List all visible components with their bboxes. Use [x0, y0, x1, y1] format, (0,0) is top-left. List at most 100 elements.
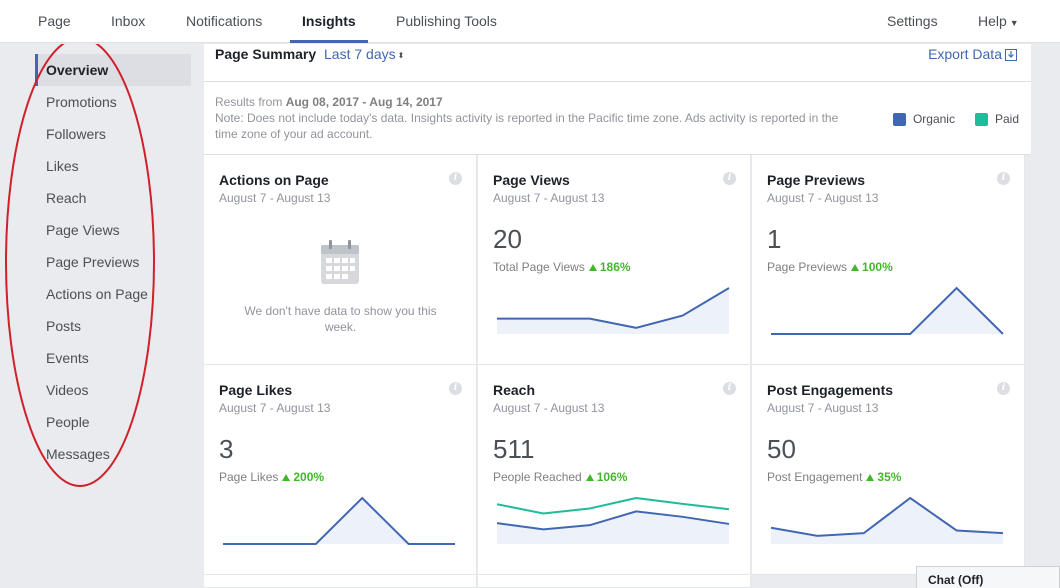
sparkline-organic-line [771, 286, 1004, 335]
delta-value: 186% [599, 260, 631, 274]
sidebar-item-actions-on-page[interactable]: Actions on Page [46, 286, 148, 302]
sparkline-paid-line [496, 496, 730, 515]
calendar-icon [321, 240, 359, 284]
sidebar-item-videos[interactable]: Videos [46, 382, 89, 398]
metric-label-text: Post Engagement [767, 470, 863, 484]
info-icon[interactable]: i [449, 172, 462, 185]
date-range-label: Last 7 days [324, 46, 396, 62]
sidebar-item-likes[interactable]: Likes [46, 158, 79, 174]
info-icon[interactable]: i [723, 172, 736, 185]
info-icon[interactable]: i [997, 172, 1010, 185]
timezone-note: Note: Does not include today's data. Ins… [215, 111, 839, 141]
card-title: Post Engagements [767, 382, 894, 398]
trend-up-icon [282, 474, 291, 481]
sidebar-item-messages[interactable]: Messages [46, 446, 110, 462]
sparkline-chart [770, 496, 1004, 544]
metric-label-text: Page Previews [767, 260, 848, 274]
sparkline-chart [223, 496, 455, 545]
delta-value: 106% [596, 470, 628, 484]
card-post-engagements[interactable]: Post Engagements August 7 - August 13 i … [752, 365, 1025, 575]
card-title: Page Views [493, 172, 570, 188]
help-label: Help [978, 13, 1007, 29]
info-icon[interactable]: i [449, 382, 462, 395]
delta-value: 200% [293, 470, 325, 484]
sparkline-area [771, 498, 1003, 544]
delta-badge: 106% [585, 470, 628, 484]
sidebar-item-followers[interactable]: Followers [46, 126, 106, 142]
tab-publishing-tools[interactable]: Publishing Tools [396, 13, 497, 29]
legend-paid: Paid [994, 112, 1019, 126]
card-date-range: August 7 - August 13 [493, 401, 605, 415]
empty-state-message: We don't have data to show you this week… [244, 304, 437, 334]
metric-label-text: People Reached [493, 470, 582, 484]
caret-down-icon: ▼ [1009, 18, 1019, 28]
chat-toggle[interactable]: Chat (Off) [916, 566, 1060, 588]
sparkline-area [497, 511, 729, 544]
trend-up-icon [585, 474, 594, 481]
date-range-select[interactable]: Last 7 days ⬍ [324, 46, 404, 62]
sidebar-item-people[interactable]: People [46, 414, 90, 430]
delta-badge: 200% [282, 470, 324, 484]
card-date-range: August 7 - August 13 [767, 401, 879, 415]
metric-value: 50 [767, 434, 796, 464]
tab-page[interactable]: Page [38, 13, 71, 29]
export-data-button[interactable]: Export Data [928, 46, 1017, 62]
delta-badge: 186% [588, 260, 631, 274]
delta-badge: 100% [851, 260, 893, 274]
sparkline-area [771, 288, 1003, 334]
sparkline-chart [771, 286, 1004, 335]
card-title: Reach [493, 382, 536, 398]
sidebar-item-page-views[interactable]: Page Views [46, 222, 120, 238]
delta-value: 100% [862, 260, 893, 274]
results-notice: Results from Aug 08, 2017 - Aug 14, 2017… [204, 82, 1031, 155]
sort-caret-icon: ⬍ [397, 51, 405, 60]
card-page-likes[interactable]: Page Likes August 7 - August 13 i 3 Page… [204, 365, 477, 575]
card-date-range: August 7 - August 13 [219, 191, 331, 205]
sidebar-item-reach[interactable]: Reach [46, 190, 87, 206]
info-icon[interactable]: i [997, 382, 1010, 395]
card-page-views[interactable]: Page Views August 7 - August 13 i 20 Tot… [478, 155, 751, 365]
insights-sidebar: Overview Promotions Followers Likes Reac… [0, 44, 200, 588]
sparkline-chart [497, 287, 730, 334]
sidebar-item-events[interactable]: Events [46, 350, 89, 366]
metric-label-text: Total Page Views [493, 260, 585, 274]
card-page-previews[interactable]: Page Previews August 7 - August 13 i 1 P… [752, 155, 1025, 365]
export-data-label: Export Data [928, 46, 1002, 62]
settings-link[interactable]: Settings [887, 13, 938, 29]
info-icon[interactable]: i [723, 382, 736, 395]
trend-up-icon [588, 264, 597, 271]
metric-label-text: Page Likes [219, 470, 279, 484]
card-title: Page Previews [767, 172, 866, 188]
sparkline-organic-line [770, 496, 1004, 537]
top-navigation: Page Inbox Notifications Insights Publis… [0, 0, 1060, 43]
sparkline-organic-line [497, 287, 730, 329]
metric-label: Total Page Views 186% [493, 260, 631, 274]
metric-label: People Reached 106% [493, 470, 627, 484]
chart-legend: Organic Paid [892, 112, 1019, 126]
metric-label: Page Likes 200% [219, 470, 324, 484]
trend-up-icon [851, 264, 860, 271]
sidebar-item-posts[interactable]: Posts [46, 318, 82, 334]
help-menu[interactable]: Help ▼ [978, 0, 1019, 43]
trend-up-icon [866, 474, 875, 481]
page-summary-title: Page Summary [215, 46, 317, 62]
sparkline-chart [496, 496, 730, 544]
results-prefix: Results from [215, 95, 286, 109]
sidebar-item-page-previews[interactable]: Page Previews [46, 254, 140, 270]
sidebar-item-overview[interactable]: Overview [35, 54, 191, 86]
tab-inbox[interactable]: Inbox [111, 13, 146, 29]
sidebar-item-promotions[interactable]: Promotions [46, 94, 117, 110]
metric-label: Page Previews 100% [767, 260, 893, 274]
card-partial [204, 575, 477, 588]
card-reach[interactable]: Reach August 7 - August 13 i 511 People … [478, 365, 751, 575]
card-actions-on-page[interactable]: Actions on Page August 7 - August 13 i W… [204, 155, 477, 365]
legend-organic: Organic [912, 112, 955, 126]
page-summary-bar: Page Summary Last 7 days ⬍ Export Data [204, 44, 1031, 82]
card-date-range: August 7 - August 13 [493, 191, 605, 205]
sparkline-organic-line [496, 510, 730, 531]
tab-notifications[interactable]: Notifications [186, 13, 263, 29]
metric-value: 1 [767, 224, 782, 254]
tab-insights[interactable]: Insights [290, 0, 368, 43]
notice-text: Results from Aug 08, 2017 - Aug 14, 2017… [215, 94, 855, 142]
metric-label: Post Engagement 35% [767, 470, 901, 484]
